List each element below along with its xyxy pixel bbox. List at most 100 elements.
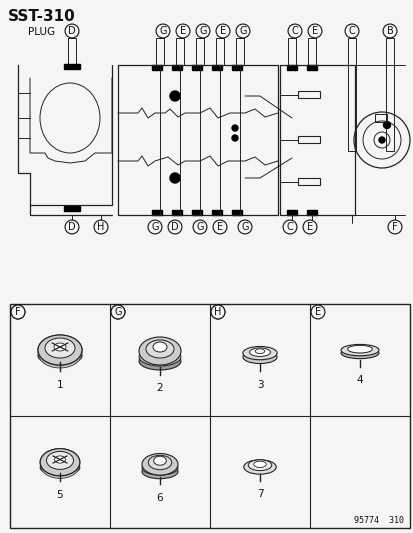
Text: 7: 7	[256, 489, 263, 499]
Text: E: E	[216, 222, 223, 232]
Bar	[307, 38, 315, 65]
Text: G: G	[199, 26, 206, 36]
Ellipse shape	[242, 346, 276, 360]
Text: 6: 6	[156, 493, 163, 503]
Ellipse shape	[38, 335, 82, 365]
Bar	[195, 38, 204, 65]
Text: D: D	[214, 307, 221, 317]
Ellipse shape	[340, 344, 378, 356]
Text: G: G	[114, 307, 121, 317]
Bar	[297, 91, 319, 98]
Text: 4: 4	[356, 375, 363, 385]
Ellipse shape	[38, 335, 82, 365]
Ellipse shape	[340, 348, 378, 359]
Bar	[231, 65, 242, 70]
Ellipse shape	[347, 345, 371, 353]
Ellipse shape	[249, 348, 270, 357]
Text: G: G	[239, 26, 246, 36]
Text: B: B	[14, 307, 21, 317]
Bar	[306, 65, 316, 70]
Text: C: C	[286, 222, 293, 232]
Text: PLUG: PLUG	[28, 27, 55, 37]
Ellipse shape	[40, 451, 80, 479]
Bar	[347, 38, 355, 151]
Text: G: G	[196, 222, 203, 232]
Ellipse shape	[139, 352, 180, 370]
Bar	[286, 210, 296, 215]
Bar	[286, 65, 296, 70]
Text: D: D	[68, 222, 76, 232]
Bar	[64, 206, 80, 211]
Text: H: H	[214, 307, 221, 317]
Ellipse shape	[242, 350, 276, 364]
Text: E: E	[311, 26, 317, 36]
Text: D: D	[171, 222, 178, 232]
Bar	[10, 304, 409, 528]
Text: F: F	[391, 222, 397, 232]
Text: 95774  310: 95774 310	[353, 516, 403, 525]
Ellipse shape	[45, 338, 75, 358]
Bar	[297, 178, 319, 185]
Text: E: E	[306, 222, 312, 232]
Ellipse shape	[153, 342, 166, 352]
Circle shape	[231, 125, 237, 131]
Ellipse shape	[248, 460, 271, 471]
Ellipse shape	[139, 348, 180, 366]
Text: C: C	[348, 26, 354, 36]
Ellipse shape	[142, 461, 178, 475]
Ellipse shape	[255, 349, 264, 353]
Circle shape	[382, 122, 389, 128]
Text: G: G	[241, 222, 248, 232]
Ellipse shape	[146, 340, 173, 358]
Text: SST-310: SST-310	[8, 9, 76, 24]
Text: 5: 5	[57, 490, 63, 500]
Text: C: C	[114, 307, 121, 317]
Ellipse shape	[40, 449, 80, 475]
Bar	[287, 38, 295, 65]
Circle shape	[231, 135, 237, 141]
Ellipse shape	[46, 451, 74, 470]
Ellipse shape	[253, 461, 266, 467]
Ellipse shape	[38, 348, 82, 364]
Text: E: E	[314, 307, 320, 317]
Ellipse shape	[142, 464, 178, 479]
Ellipse shape	[153, 456, 166, 465]
Ellipse shape	[40, 449, 80, 475]
Ellipse shape	[142, 454, 178, 475]
Circle shape	[170, 91, 180, 101]
Bar	[156, 38, 164, 65]
Bar	[171, 65, 182, 70]
Bar	[216, 38, 223, 65]
Bar	[385, 38, 393, 151]
Bar	[152, 65, 161, 70]
Text: C: C	[291, 26, 298, 36]
Bar	[211, 65, 221, 70]
Bar	[374, 114, 386, 122]
Text: 2: 2	[156, 383, 163, 393]
Bar	[171, 210, 182, 215]
Ellipse shape	[54, 343, 66, 351]
Bar	[176, 38, 183, 65]
Bar	[192, 210, 202, 215]
Circle shape	[170, 173, 180, 183]
Ellipse shape	[55, 456, 65, 463]
Circle shape	[378, 137, 384, 143]
Text: D: D	[68, 26, 76, 36]
Ellipse shape	[40, 461, 80, 475]
Ellipse shape	[38, 338, 82, 368]
Bar	[64, 64, 80, 69]
Bar	[231, 210, 242, 215]
Text: G: G	[151, 222, 158, 232]
Bar	[297, 136, 319, 143]
Ellipse shape	[139, 337, 180, 365]
Text: 1: 1	[57, 380, 63, 390]
Text: E: E	[180, 26, 185, 36]
Bar	[211, 210, 221, 215]
Text: B: B	[386, 26, 392, 36]
Bar	[306, 210, 316, 215]
Text: F: F	[15, 307, 21, 317]
Text: H: H	[97, 222, 104, 232]
Bar	[152, 210, 161, 215]
Bar	[192, 65, 202, 70]
Text: E: E	[219, 26, 225, 36]
